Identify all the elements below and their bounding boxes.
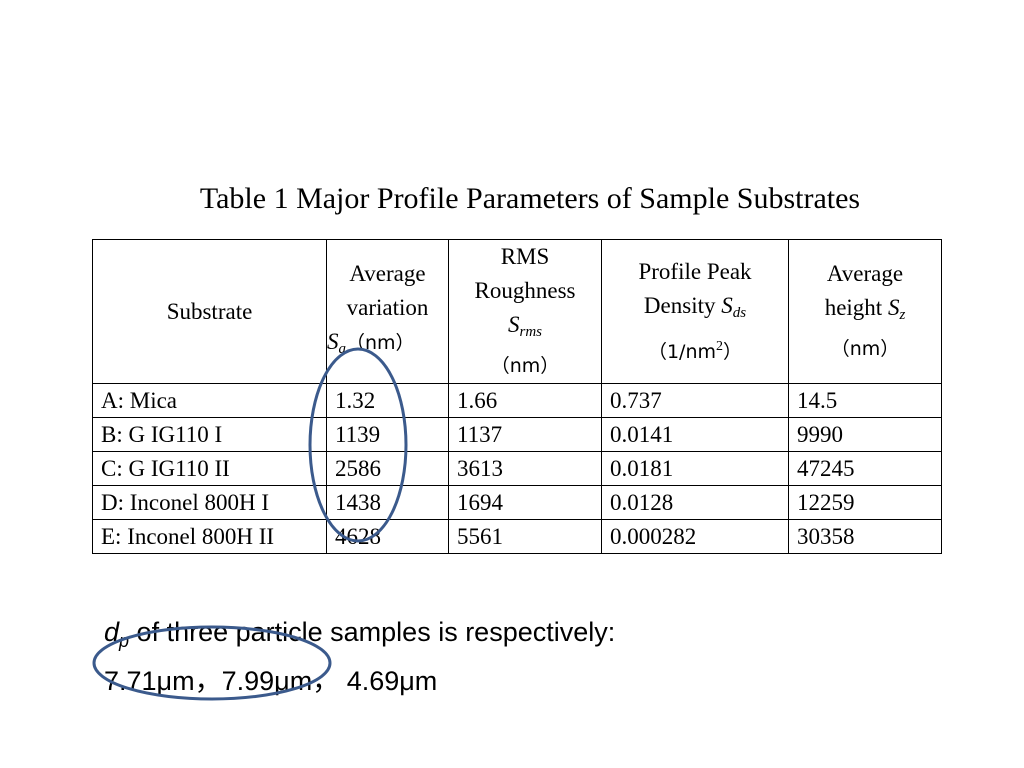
cell-rms-roughness: 5561 bbox=[448, 519, 602, 554]
header-peak-density-line1: Profile Peak bbox=[638, 258, 752, 284]
header-average-variation-subscript: a bbox=[338, 341, 347, 357]
cell-peak-density: 0.0128 bbox=[601, 485, 789, 520]
cell-rms-roughness: 1.66 bbox=[448, 383, 602, 418]
header-rms-subscript: rms bbox=[519, 324, 542, 340]
cell-peak-density: 0.000282 bbox=[601, 519, 789, 554]
header-profile-peak-density: Profile Peak Density Sds （1/nm2） bbox=[601, 239, 789, 384]
cell-rms-roughness: 1137 bbox=[448, 417, 602, 452]
header-average-height-subscript: z bbox=[899, 307, 906, 323]
particle-size-note: dp of three particle samples is respecti… bbox=[104, 612, 615, 701]
header-substrate: Substrate bbox=[92, 239, 327, 384]
cell-average-variation: 2586 bbox=[326, 451, 449, 486]
header-peak-density-subscript: ds bbox=[732, 304, 747, 321]
table-row: C: G IG110 II 2586 3613 0.0181 47245 bbox=[92, 451, 942, 486]
header-peak-density-line2: Density bbox=[643, 292, 716, 318]
cell-substrate: E: Inconel 800H II bbox=[92, 519, 327, 554]
header-peak-density-unit-sup: 2 bbox=[716, 338, 724, 354]
cell-peak-density: 0.737 bbox=[601, 383, 789, 418]
note-line1: dp of three particle samples is respecti… bbox=[104, 612, 615, 661]
header-peak-density-unit-open: （1/nm bbox=[647, 340, 717, 363]
table-row: B: G IG110 I 1139 1137 0.0141 9990 bbox=[92, 417, 942, 452]
header-average-variation-line2: variation bbox=[346, 295, 429, 320]
header-average-height-unit: （nm） bbox=[830, 338, 900, 360]
cell-average-variation: 4628 bbox=[326, 519, 449, 554]
header-rms-symbol: S bbox=[507, 312, 520, 337]
table-header-row: Substrate Average variation Sa（nm） RMS R… bbox=[92, 239, 942, 384]
cell-substrate: C: G IG110 II bbox=[92, 451, 327, 486]
table-row: D: Inconel 800H I 1438 1694 0.0128 12259 bbox=[92, 485, 942, 520]
header-average-height-line1: Average bbox=[826, 261, 904, 286]
cell-rms-roughness: 1694 bbox=[448, 485, 602, 520]
header-rms-line2: Roughness bbox=[474, 278, 576, 303]
cell-average-variation: 1139 bbox=[326, 417, 449, 452]
cell-average-height: 47245 bbox=[788, 451, 942, 486]
profile-parameters-table: Substrate Average variation Sa（nm） RMS R… bbox=[92, 239, 942, 554]
cell-substrate: A: Mica bbox=[92, 383, 327, 418]
cell-average-variation: 1.32 bbox=[326, 383, 449, 418]
note-subscript: p bbox=[119, 631, 130, 651]
table-caption: Table 1 Major Profile Parameters of Samp… bbox=[199, 182, 861, 215]
cell-average-height: 9990 bbox=[788, 417, 942, 452]
note-line1-text: of three particle samples is respectivel… bbox=[129, 617, 616, 647]
cell-rms-roughness: 3613 bbox=[448, 451, 602, 486]
cell-average-height: 12259 bbox=[788, 485, 942, 520]
cell-peak-density: 0.0141 bbox=[601, 417, 789, 452]
header-average-variation-symbol: S bbox=[327, 329, 339, 354]
header-peak-density-unit-close: ） bbox=[723, 340, 743, 363]
header-average-height-symbol: S bbox=[887, 295, 900, 320]
header-rms-line1: RMS bbox=[500, 244, 550, 269]
header-average-height-line2: height bbox=[824, 295, 883, 320]
note-line2: 7.71μm，7.99μm， 4.69μm bbox=[104, 666, 438, 696]
table-row: A: Mica 1.32 1.66 0.737 14.5 bbox=[92, 383, 942, 418]
header-rms-unit: （nm） bbox=[490, 355, 560, 377]
header-average-variation-line1: Average bbox=[349, 261, 426, 286]
header-peak-density-symbol: S bbox=[721, 292, 733, 318]
cell-substrate: B: G IG110 I bbox=[92, 417, 327, 452]
cell-average-variation: 1438 bbox=[326, 485, 449, 520]
header-rms-roughness: RMS Roughness Srms （nm） bbox=[448, 239, 602, 384]
header-average-height: Average height Sz （nm） bbox=[788, 239, 942, 384]
cell-substrate: D: Inconel 800H I bbox=[92, 485, 327, 520]
note-symbol: d bbox=[104, 617, 120, 647]
header-average-variation: Average variation Sa（nm） bbox=[326, 239, 449, 384]
cell-average-height: 30358 bbox=[788, 519, 942, 554]
table-row: E: Inconel 800H II 4628 5561 0.000282 30… bbox=[92, 519, 942, 554]
cell-peak-density: 0.0181 bbox=[601, 451, 789, 486]
header-average-variation-unit: （nm） bbox=[346, 332, 415, 354]
cell-average-height: 14.5 bbox=[788, 383, 942, 418]
